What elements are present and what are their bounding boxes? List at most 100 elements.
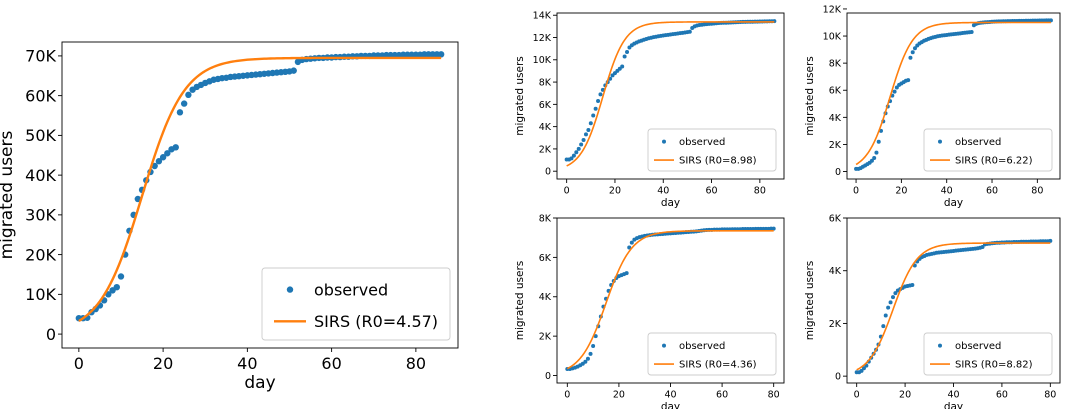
y-tick-label: 2K — [829, 140, 842, 151]
observed-point — [593, 334, 598, 339]
observed-point — [771, 226, 776, 231]
y-tick-label: 10K — [533, 55, 552, 66]
x-tick-label: 0 — [853, 186, 859, 197]
observed-point — [625, 49, 630, 54]
x-tick-label: 80 — [754, 186, 766, 197]
x-tick-label: 60 — [716, 390, 728, 401]
observed-point — [908, 55, 913, 60]
x-tick-label: 0 — [564, 390, 570, 401]
observed-point — [859, 368, 864, 373]
y-tick-label: 0 — [835, 372, 841, 383]
legend-observed-marker — [662, 139, 666, 144]
y-tick-label: 12K — [823, 4, 842, 15]
observed-point — [874, 150, 879, 155]
y-tick-label: 8K — [539, 213, 552, 224]
y-tick-label: 2K — [829, 319, 842, 330]
x-tick-label: 40 — [947, 390, 959, 401]
x-tick-label: 40 — [664, 390, 676, 401]
observed-point — [574, 150, 579, 155]
observed-point — [579, 142, 584, 147]
x-tick-label: 60 — [706, 186, 718, 197]
x-tick-label: 40 — [237, 354, 257, 373]
y-tick-label: 50K — [25, 126, 56, 145]
y-tick-label: 10K — [823, 31, 842, 42]
plot-frame — [846, 12, 1061, 180]
x-tick-label: 40 — [941, 186, 953, 197]
observed-point — [980, 244, 985, 249]
x-tick-label: 20 — [895, 186, 907, 197]
observed-point — [155, 158, 163, 165]
y-axis-label: migrated users — [0, 130, 17, 259]
x-tick-label: 20 — [899, 390, 911, 401]
observed-point — [888, 300, 893, 305]
observed-point — [172, 144, 179, 151]
x-tick-label: 80 — [406, 354, 426, 373]
observed-point — [585, 356, 590, 361]
main-chart: 0 20 40 60 80 0 10K 20K 30K 40K 50K 60K 70K day migrat… — [0, 41, 459, 393]
observed-point — [437, 51, 445, 58]
y-axis-label: migrated users — [804, 56, 816, 136]
y-tick-label: 6K — [539, 253, 552, 264]
legend-observed-label: observed — [679, 137, 725, 148]
legend-model-label: SIRS (R0=8.82) — [955, 360, 1033, 371]
legend-observed-label: observed — [955, 137, 1001, 148]
observed-point — [185, 91, 192, 99]
observed-point — [159, 154, 167, 161]
y-axis-label: migrated users — [514, 261, 526, 341]
model-curve — [856, 242, 1051, 371]
x-tick-label: 80 — [768, 390, 780, 401]
legend-observed-marker — [938, 343, 942, 348]
observed-point — [687, 29, 692, 34]
y-tick-label: 4K — [829, 113, 842, 124]
model-curve — [78, 56, 442, 323]
observed-point — [624, 271, 629, 276]
y-tick-label: 2K — [539, 332, 552, 343]
legend-box — [647, 332, 777, 376]
legend-observed-marker — [938, 139, 942, 144]
observed-point — [969, 29, 974, 34]
x-axis-label: day — [661, 197, 680, 209]
observed-point — [881, 324, 886, 329]
y-tick-label: 4K — [539, 122, 552, 133]
observed-point — [571, 153, 576, 158]
x-tick-label: 60 — [321, 354, 341, 373]
x-tick-label: 60 — [996, 390, 1008, 401]
chart-top-middle: 0 20 40 60 80 0 2K 4K 6K 8K 10K 12K 14K day migrated u… — [514, 11, 785, 209]
plot-area — [854, 238, 1053, 375]
observed-point — [591, 343, 596, 348]
chart-bottom-right: 0 20 40 60 80 0 2K 4K 6K day migrated users observe… — [804, 213, 1061, 409]
observed-point — [164, 150, 171, 157]
observed-point — [629, 240, 634, 245]
plot-area — [854, 18, 1053, 171]
observed-point — [576, 146, 581, 151]
y-tick-label: 4K — [829, 266, 842, 277]
legend-observed-marker — [286, 286, 294, 293]
plot-area — [565, 226, 776, 372]
x-tick-label: 60 — [986, 186, 998, 197]
y-tick-label: 20K — [25, 245, 56, 264]
y-tick-label: 2K — [539, 144, 552, 155]
observed-point — [876, 139, 881, 144]
observed-point — [586, 127, 591, 132]
observed-point — [894, 85, 899, 90]
y-tick-label: 14K — [533, 11, 552, 22]
y-tick-label: 0 — [545, 371, 551, 382]
observed-point — [890, 295, 895, 300]
y-tick-label: 40K — [25, 166, 56, 185]
observed-point — [1048, 238, 1053, 243]
legend-model-label: SIRS (R0=8.98) — [679, 156, 757, 167]
chart-bottom-middle: 0 20 40 60 80 0 2K 4K 6K 8K day migrated users obser… — [514, 213, 785, 409]
y-tick-label: 6K — [829, 86, 842, 97]
legend-observed-marker — [662, 343, 666, 348]
plot-frame — [556, 12, 785, 180]
x-tick-label: 40 — [657, 186, 669, 197]
y-tick-label: 6K — [539, 100, 552, 111]
y-tick-label: 30K — [25, 206, 56, 225]
y-tick-label: 0 — [835, 167, 841, 178]
observed-point — [1048, 18, 1053, 23]
legend-box — [923, 128, 1053, 172]
legend-observed-label: observed — [314, 280, 388, 299]
legend-model-label: SIRS (R0=4.57) — [314, 312, 438, 331]
y-tick-label: 8K — [539, 77, 552, 88]
x-tick-label: 80 — [1044, 390, 1056, 401]
